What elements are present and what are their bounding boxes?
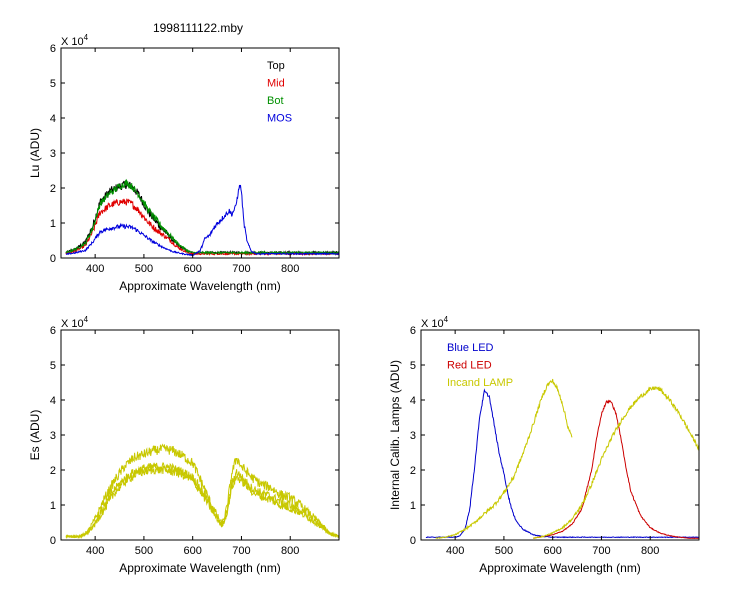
lu-y-tick-label: 5 [50, 78, 56, 90]
lu-y-tick-label: 1 [50, 218, 56, 230]
lamps-y-tick-label: 1 [410, 500, 416, 512]
figure-title: 1998111122.mby [153, 21, 243, 35]
lamps-series-3-line [533, 386, 699, 540]
lu-y-tick-label: 3 [50, 148, 56, 160]
lamps-y-multiplier: X 104 [421, 315, 449, 330]
lamps-legend-entry: Blue LED [447, 342, 494, 354]
lu-panel: 400 500 600 700 800 0 1 2 3 4 5 6 X 104 Approximate W… [28, 33, 340, 293]
lu-series-2-line [65, 178, 339, 256]
es-panel: 400 500 600 700 800 0 1 2 3 4 5 6 X 104 Approximate W… [28, 315, 340, 575]
lu-series-0-line [65, 180, 339, 256]
lamps-y-tick-label: 6 [410, 325, 416, 337]
lamps-x-tick-label: 500 [495, 545, 513, 557]
lamps-series-1-line [533, 399, 699, 539]
lu-y-tick-label: 6 [50, 43, 56, 55]
lu-x-tick-label: 800 [281, 263, 299, 275]
lamps-y-tick-label: 2 [410, 465, 416, 477]
lamps-x-tick-label: 800 [641, 545, 659, 557]
es-y-tick-label: 4 [50, 395, 56, 407]
es-y-tick-label: 3 [50, 430, 56, 442]
lamps-x-tick-label: 600 [544, 545, 562, 557]
es-y-multiplier: X 104 [61, 315, 89, 330]
es-x-tick-label: 800 [281, 545, 299, 557]
lu-y-multiplier: X 104 [61, 33, 89, 48]
es-series-0-line [65, 443, 339, 539]
lu-series-3-line [65, 184, 339, 257]
lu-x-axis-label: Approximate Wavelength (nm) [119, 279, 281, 293]
lu-y-tick-label: 4 [50, 113, 56, 125]
es-y-axis-label: Es (ADU) [28, 410, 42, 461]
es-y-tick-label: 5 [50, 360, 56, 372]
lu-y-tick-label: 2 [50, 183, 56, 195]
lamps-legend-entry: Red LED [447, 360, 492, 372]
lamps-y-tick-label: 4 [410, 395, 416, 407]
es-x-tick-label: 600 [184, 545, 202, 557]
es-x-axis-label: Approximate Wavelength (nm) [119, 561, 281, 575]
lamps-x-tick-label: 400 [446, 545, 464, 557]
lamps-series-2-line [435, 378, 573, 539]
lu-x-tick-label: 400 [86, 263, 104, 275]
lu-legend-entry: Mid [267, 78, 285, 90]
lu-axes-frame [60, 47, 340, 259]
lu-legend-entry: Top [267, 60, 285, 72]
lamps-x-tick-label: 700 [592, 545, 610, 557]
lu-x-tick-label: 600 [184, 263, 202, 275]
lamps-panel: 400 500 600 700 800 0 1 2 3 4 5 6 X 104 Approximate W… [388, 315, 700, 575]
lamps-y-tick-label: 3 [410, 430, 416, 442]
es-series-2-line [65, 464, 339, 539]
es-y-tick-label: 1 [50, 500, 56, 512]
lamps-x-axis-label: Approximate Wavelength (nm) [479, 561, 641, 575]
lamps-series-0-line [425, 388, 699, 539]
es-x-tick-label: 400 [86, 545, 104, 557]
lamps-y-axis-label: Internal Calib. Lamps (ADU) [388, 360, 402, 510]
lu-legend-entry: MOS [267, 113, 292, 125]
lamps-y-tick-label: 0 [410, 535, 416, 547]
lu-y-axis-label: Lu (ADU) [28, 128, 42, 178]
es-x-tick-label: 500 [135, 545, 153, 557]
lu-y-tick-label: 0 [50, 253, 56, 265]
es-x-tick-label: 700 [232, 545, 250, 557]
lamps-legend-entry: Incand LAMP [447, 377, 513, 389]
es-y-tick-label: 2 [50, 465, 56, 477]
es-y-tick-label: 6 [50, 325, 56, 337]
lu-x-tick-label: 500 [135, 263, 153, 275]
lamps-y-tick-label: 5 [410, 360, 416, 372]
lu-legend-entry: Bot [267, 95, 284, 107]
lu-x-tick-label: 700 [232, 263, 250, 275]
es-y-tick-label: 0 [50, 535, 56, 547]
